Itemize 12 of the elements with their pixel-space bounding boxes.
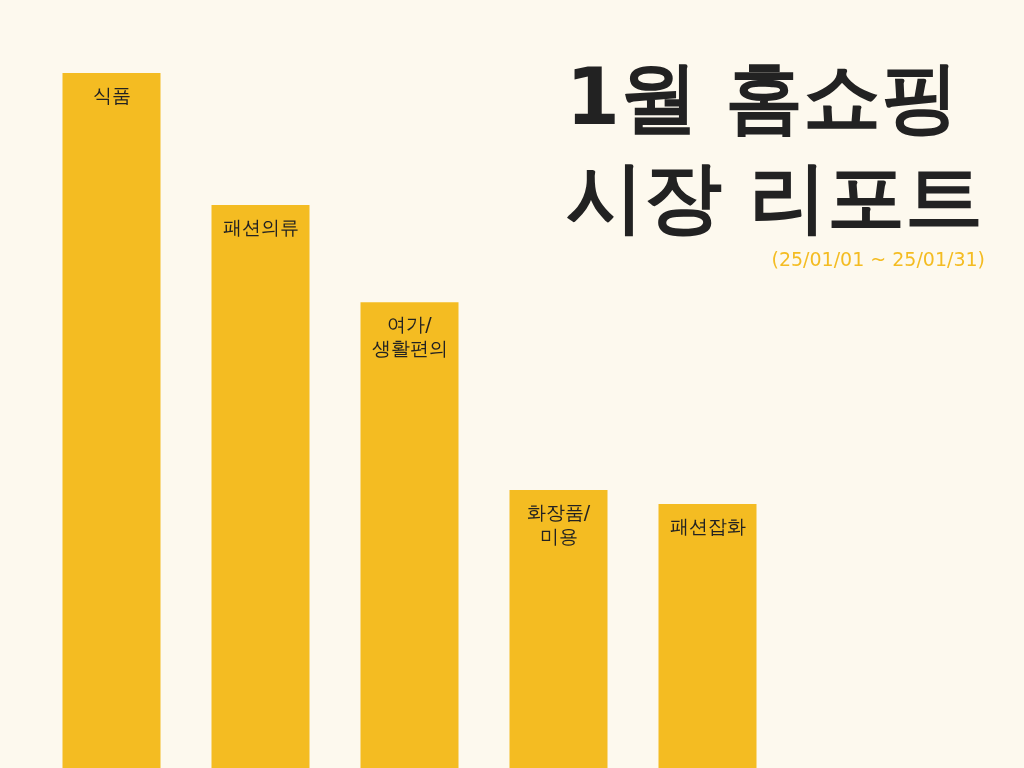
x-tick-label: 패션잡화 <box>669 514 746 537</box>
x-tick-label: 화장품/미용 <box>526 501 591 547</box>
chart-title: 1월 홈쇼핑 시장 리포트 <box>565 52 983 242</box>
bar <box>658 503 757 768</box>
text: (25/01/01 ~ 25/01/31) <box>771 247 986 270</box>
x-tick-label: 여가/생활편의 <box>371 313 448 360</box>
bar <box>360 302 459 768</box>
bar <box>62 73 161 768</box>
bar <box>211 205 310 768</box>
bar <box>509 490 608 768</box>
x-tick-label: 식품 <box>92 84 131 106</box>
x-tick-label: 패션의류 <box>222 216 299 239</box>
